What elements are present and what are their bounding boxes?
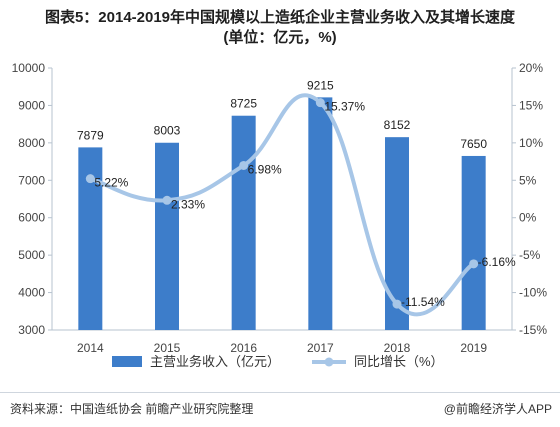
title-line-1: 图表5：2014-2019年中国规模以上造纸企业主营业务收入及其增长速度 [44, 9, 516, 26]
legend-line-marker [324, 357, 334, 367]
bar [461, 155, 486, 330]
growth-point [392, 299, 402, 309]
left-tick-label: 9000 [18, 98, 45, 112]
right-tick-label: -15% [519, 323, 547, 337]
bar-value-label: 8003 [154, 124, 181, 138]
legend-bar-swatch [112, 356, 142, 367]
bar [231, 115, 256, 330]
right-tick-label: 0% [519, 211, 537, 225]
growth-point [162, 195, 172, 205]
growth-value-label: 5.22% [94, 176, 128, 190]
x-tick-label: 2019 [460, 341, 487, 355]
right-tick-label: 20% [519, 61, 543, 75]
growth-value-label: 2.33% [171, 197, 205, 211]
left-tick-label: 5000 [18, 248, 45, 262]
left-tick-label: 8000 [18, 136, 45, 150]
x-tick-label: 2014 [77, 341, 104, 355]
bar [385, 137, 409, 330]
bar-value-label: 7879 [77, 128, 104, 142]
right-tick-label: -10% [519, 286, 547, 300]
x-tick-label: 2015 [154, 341, 181, 355]
data-source: 资料来源：中国造纸协会 前瞻产业研究院整理 [10, 402, 254, 416]
growth-point [239, 160, 249, 170]
bar [308, 97, 333, 330]
growth-value-label: -11.54% [401, 295, 445, 309]
x-tick-label: 2017 [307, 341, 334, 355]
x-tick-label: 2018 [384, 341, 411, 355]
bar-value-label: 9215 [307, 78, 334, 92]
legend-bar-label: 主营业务收入（亿元） [150, 354, 280, 369]
right-tick-label: 10% [519, 136, 543, 150]
brand-credit: @前瞻经济学人APP [443, 402, 552, 416]
bar-value-label: 8725 [230, 97, 257, 111]
chart-title: 图表5：2014-2019年中国规模以上造纸企业主营业务收入及其增长速度 (单位… [0, 8, 560, 48]
left-tick-label: 10000 [12, 61, 46, 75]
growth-point [469, 259, 479, 269]
title-line-2: (单位：亿元，%) [223, 29, 337, 46]
right-tick-label: 15% [519, 98, 543, 112]
growth-point [315, 98, 325, 108]
right-tick-label: -5% [519, 248, 541, 262]
bar-value-label: 8152 [384, 118, 411, 132]
growth-value-label: -6.16% [478, 255, 516, 269]
x-tick-label: 2016 [230, 341, 257, 355]
growth-value-label: 6.98% [248, 162, 282, 176]
left-tick-label: 6000 [18, 211, 45, 225]
right-tick-label: 5% [519, 173, 537, 187]
bar [155, 142, 179, 330]
growth-value-label: 15.37% [324, 100, 365, 114]
growth-point [85, 174, 95, 184]
left-tick-label: 7000 [18, 173, 45, 187]
left-tick-label: 4000 [18, 286, 45, 300]
footer-divider [0, 392, 560, 393]
growth-line [88, 93, 476, 317]
left-tick-label: 3000 [18, 323, 45, 337]
bar-value-label: 7650 [460, 137, 487, 151]
legend-line-label: 同比增长（%） [354, 354, 444, 369]
